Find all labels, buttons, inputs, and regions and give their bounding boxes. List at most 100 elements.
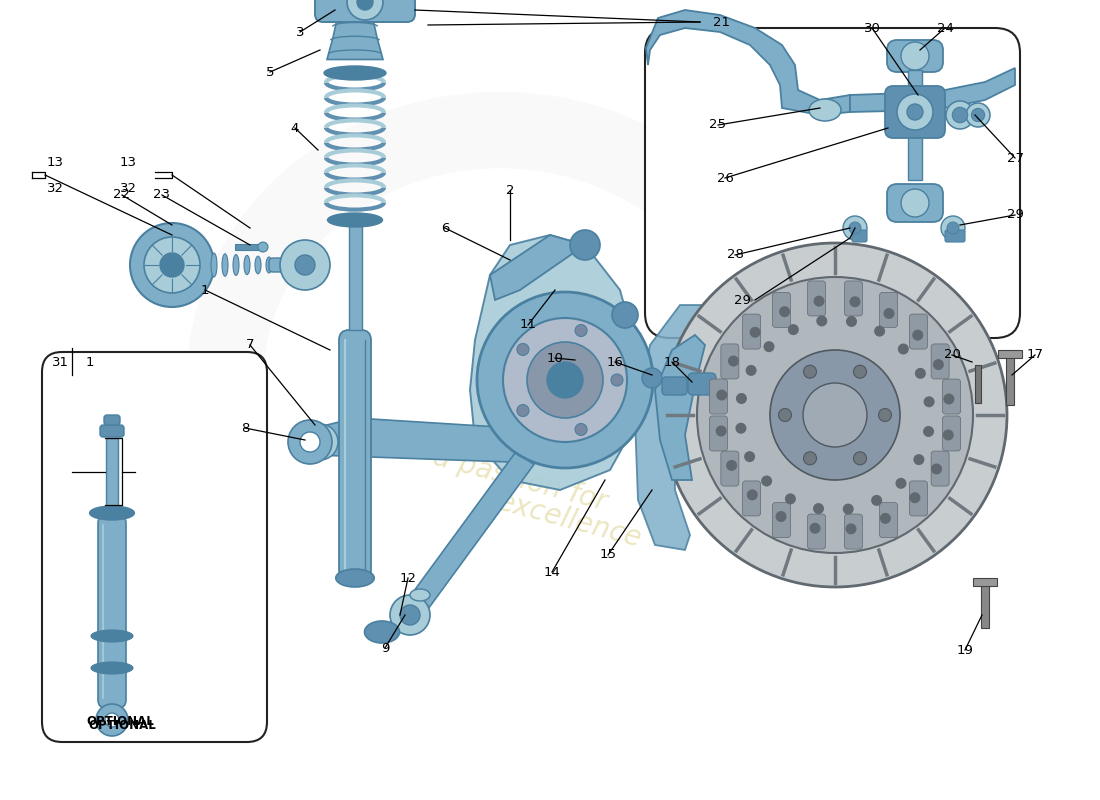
Circle shape xyxy=(923,426,934,437)
Circle shape xyxy=(575,325,587,337)
Ellipse shape xyxy=(328,213,383,227)
Circle shape xyxy=(803,365,816,378)
Ellipse shape xyxy=(410,589,430,601)
Ellipse shape xyxy=(244,255,250,274)
Circle shape xyxy=(874,326,886,337)
FancyBboxPatch shape xyxy=(852,230,867,242)
Circle shape xyxy=(547,362,583,398)
Text: 2: 2 xyxy=(506,183,515,197)
Text: 1: 1 xyxy=(200,283,209,297)
Circle shape xyxy=(946,101,974,129)
Text: excellence: excellence xyxy=(495,487,646,553)
Circle shape xyxy=(854,365,867,378)
Polygon shape xyxy=(654,335,705,480)
Circle shape xyxy=(288,420,332,464)
Circle shape xyxy=(854,452,867,465)
Circle shape xyxy=(610,374,623,386)
Ellipse shape xyxy=(266,257,272,273)
Polygon shape xyxy=(646,10,850,115)
Text: 18: 18 xyxy=(663,355,681,369)
Circle shape xyxy=(947,222,959,234)
FancyBboxPatch shape xyxy=(807,281,825,316)
Circle shape xyxy=(933,359,944,370)
Circle shape xyxy=(144,237,200,293)
FancyBboxPatch shape xyxy=(943,379,960,414)
FancyBboxPatch shape xyxy=(270,258,310,272)
Text: 8: 8 xyxy=(241,422,250,434)
Circle shape xyxy=(953,107,968,122)
Text: 23: 23 xyxy=(154,189,170,202)
Text: 29: 29 xyxy=(734,294,750,306)
Text: 6: 6 xyxy=(441,222,449,234)
Text: 17: 17 xyxy=(1026,349,1044,362)
Circle shape xyxy=(898,343,909,354)
Circle shape xyxy=(779,306,790,317)
Circle shape xyxy=(810,522,821,534)
Circle shape xyxy=(517,405,529,417)
Text: 1: 1 xyxy=(86,355,95,369)
FancyBboxPatch shape xyxy=(710,379,727,414)
Circle shape xyxy=(575,423,587,435)
Text: 16: 16 xyxy=(606,355,624,369)
FancyBboxPatch shape xyxy=(880,502,898,538)
Text: 13: 13 xyxy=(120,155,136,169)
Circle shape xyxy=(943,430,954,441)
Bar xyxy=(975,365,981,403)
FancyBboxPatch shape xyxy=(931,451,949,486)
Circle shape xyxy=(971,108,984,122)
FancyBboxPatch shape xyxy=(772,502,791,538)
Ellipse shape xyxy=(808,99,842,121)
Circle shape xyxy=(931,463,942,474)
Text: 25: 25 xyxy=(710,118,726,131)
Ellipse shape xyxy=(91,630,133,642)
Ellipse shape xyxy=(324,66,386,80)
Text: 13: 13 xyxy=(46,155,64,169)
FancyBboxPatch shape xyxy=(104,415,120,425)
Circle shape xyxy=(744,451,755,462)
Ellipse shape xyxy=(211,253,217,277)
Circle shape xyxy=(527,342,603,418)
Circle shape xyxy=(160,253,184,277)
Ellipse shape xyxy=(89,506,134,520)
Circle shape xyxy=(846,316,857,327)
Circle shape xyxy=(642,368,662,388)
Bar xyxy=(998,350,1022,358)
Ellipse shape xyxy=(233,254,239,275)
Text: 9: 9 xyxy=(381,642,389,654)
Circle shape xyxy=(816,315,827,326)
FancyBboxPatch shape xyxy=(100,425,124,437)
Circle shape xyxy=(803,383,867,447)
FancyBboxPatch shape xyxy=(887,40,943,72)
Text: 4: 4 xyxy=(290,122,299,134)
Bar xyxy=(1006,357,1014,405)
Polygon shape xyxy=(470,235,635,490)
Circle shape xyxy=(736,393,747,404)
Text: 32: 32 xyxy=(120,182,136,194)
FancyBboxPatch shape xyxy=(339,330,371,580)
Circle shape xyxy=(843,216,867,240)
Text: 29: 29 xyxy=(1006,209,1023,222)
Circle shape xyxy=(912,330,923,341)
Text: 26: 26 xyxy=(716,171,734,185)
Circle shape xyxy=(846,523,857,534)
Polygon shape xyxy=(635,305,710,550)
Circle shape xyxy=(726,460,737,471)
Text: 30: 30 xyxy=(864,22,880,34)
Text: 27: 27 xyxy=(1006,151,1023,165)
Circle shape xyxy=(697,277,974,553)
FancyBboxPatch shape xyxy=(688,373,716,395)
Circle shape xyxy=(390,595,430,635)
FancyBboxPatch shape xyxy=(910,314,927,349)
Circle shape xyxy=(843,503,854,514)
Circle shape xyxy=(913,454,924,465)
Circle shape xyxy=(716,390,727,401)
Ellipse shape xyxy=(255,256,261,274)
Circle shape xyxy=(944,394,955,405)
FancyBboxPatch shape xyxy=(742,481,760,516)
Circle shape xyxy=(770,350,900,480)
Circle shape xyxy=(96,704,128,736)
Circle shape xyxy=(749,326,760,338)
Circle shape xyxy=(258,242,268,252)
Text: 3: 3 xyxy=(296,26,305,38)
Circle shape xyxy=(358,0,373,10)
